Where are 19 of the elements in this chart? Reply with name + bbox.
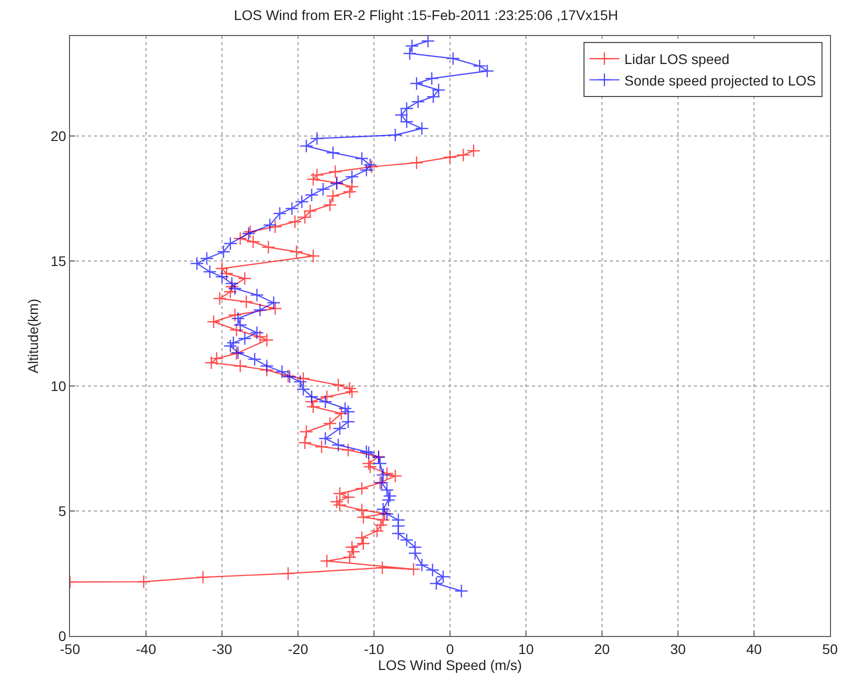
y-tick-label: 5 <box>58 502 66 519</box>
legend-label: Lidar LOS speed <box>624 51 730 68</box>
y-axis-title: Altitude(km) <box>25 298 42 374</box>
y-tick-label: 10 <box>50 378 66 394</box>
x-tick-label: 50 <box>822 640 838 657</box>
legend-label: Sonde speed projected to LOS <box>624 72 816 88</box>
y-tick-label: 15 <box>50 252 66 269</box>
y-tick-label: 20 <box>50 128 66 144</box>
x-axis-title: LOS Wind Speed (m/s) <box>378 657 522 674</box>
x-tick-label: 0 <box>446 640 454 657</box>
x-tick-label: -40 <box>136 640 156 657</box>
x-tick-label: 40 <box>746 640 762 657</box>
x-tick-label: -30 <box>212 640 232 657</box>
x-tick-label: -20 <box>288 640 308 657</box>
x-tick-label: 10 <box>518 640 534 657</box>
x-tick-label: 20 <box>594 640 610 657</box>
x-tick-label: -10 <box>364 640 384 657</box>
x-tick-label: 30 <box>670 640 686 657</box>
chart-title: LOS Wind from ER-2 Flight :15-Feb-2011 :23:25:06 ,17Vx15H <box>234 7 618 24</box>
